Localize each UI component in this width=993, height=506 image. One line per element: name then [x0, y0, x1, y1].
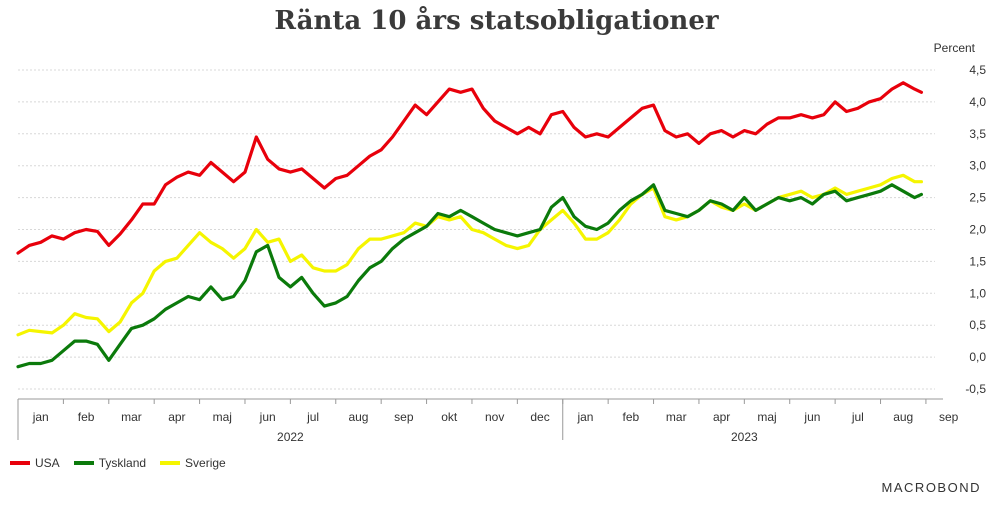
x-tick-label: jun	[803, 410, 820, 424]
legend-swatch-usa	[10, 461, 30, 465]
x-tick-label: sep	[394, 410, 414, 424]
y-tick-label: 4,5	[969, 63, 986, 77]
legend-swatch-sverige	[160, 461, 181, 465]
x-tick-label: jul	[306, 410, 319, 424]
x-tick-label: maj	[213, 410, 232, 424]
series-line-usa	[16, 81, 923, 255]
y-axis-label: Percent	[934, 41, 976, 55]
legend: USA Tyskland Sverige	[10, 456, 226, 470]
legend-label-sverige: Sverige	[185, 456, 226, 470]
y-tick-label: 4,0	[969, 95, 986, 109]
x-tick-label: jul	[851, 410, 864, 424]
x-tick-label: jun	[259, 410, 276, 424]
x-tick-label: jan	[576, 410, 593, 424]
y-tick-label: 2,5	[969, 191, 986, 205]
y-tick-label: 0,0	[969, 350, 986, 364]
y-tick-label: 3,0	[969, 159, 986, 173]
year-label: 2023	[731, 430, 758, 444]
x-tick-label: feb	[78, 410, 95, 424]
x-tick-label: apr	[168, 410, 185, 424]
macrobond-logo: MACROBOND	[881, 480, 981, 495]
x-tick-label: apr	[713, 410, 730, 424]
series-line-tyskland	[16, 183, 923, 369]
x-tick-label: jan	[32, 410, 49, 424]
y-tick-label: 1,0	[969, 286, 986, 300]
legend-item-usa: USA	[10, 456, 60, 470]
x-tick-label: okt	[441, 410, 458, 424]
y-tick-label: -0,5	[965, 382, 986, 396]
legend-label-tyskland: Tyskland	[98, 456, 147, 470]
x-tick-label: mar	[121, 410, 142, 424]
legend-item-tyskland: Tyskland	[73, 456, 147, 470]
legend-item-sverige: Sverige	[160, 456, 226, 470]
x-tick-label: dec	[530, 410, 549, 424]
x-tick-label: nov	[485, 410, 504, 424]
year-label: 2022	[277, 430, 304, 444]
x-tick-label: maj	[757, 410, 776, 424]
y-tick-label: 2,0	[969, 223, 986, 237]
legend-label-usa: USA	[35, 456, 60, 470]
x-tick-label: aug	[348, 410, 368, 424]
y-tick-label: 1,5	[969, 254, 986, 268]
y-tick-label: 0,5	[969, 318, 986, 332]
legend-swatch-tyskland	[73, 461, 94, 465]
chart-title: Ränta 10 års statsobligationer	[274, 6, 719, 36]
x-tick-label: feb	[623, 410, 640, 424]
x-tick-label: sep	[939, 410, 959, 424]
x-tick-label: mar	[666, 410, 687, 424]
y-tick-label: 3,5	[969, 127, 986, 141]
x-tick-label: aug	[893, 410, 913, 424]
